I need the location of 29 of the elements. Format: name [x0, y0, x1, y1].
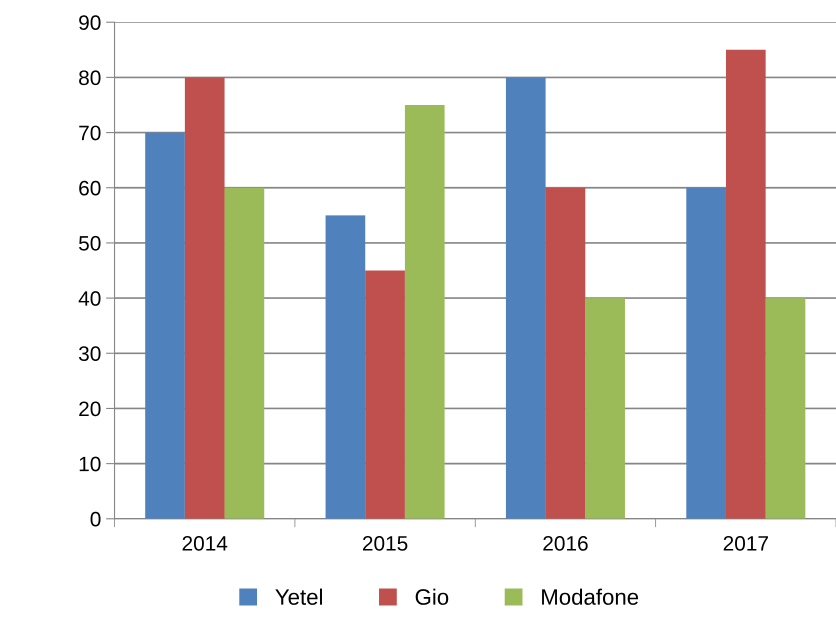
y-tick-label: 80	[79, 70, 101, 86]
y-tick-label: 10	[80, 456, 101, 472]
bar	[326, 215, 366, 519]
legend-label: Yetel	[275, 588, 322, 605]
y-tick-label: 50	[79, 236, 101, 251]
bar	[546, 188, 586, 519]
bar	[506, 77, 546, 519]
x-tick-label: 2017	[724, 536, 768, 551]
y-tick-label: 70	[79, 126, 101, 140]
bar	[726, 50, 766, 519]
bar	[184, 77, 225, 519]
y-tick-label: 90	[79, 15, 101, 30]
x-tick-label: 2014	[182, 536, 228, 551]
legend-label: Modafone	[542, 588, 638, 605]
bar	[404, 104, 445, 519]
bar	[585, 298, 625, 519]
bar	[365, 270, 405, 519]
bar	[145, 132, 185, 519]
y-tick-label: 60	[79, 180, 101, 196]
bar	[766, 298, 806, 519]
y-tick-label: 40	[78, 291, 101, 306]
y-tick-label: 30	[78, 346, 101, 362]
legend-label: Gio	[416, 588, 448, 605]
x-tick-label: 2016	[543, 536, 588, 551]
bar	[224, 188, 264, 519]
y-tick-label: 0	[90, 512, 101, 527]
y-tick-label: 20	[79, 401, 101, 416]
bar	[686, 188, 726, 519]
x-tick-label: 2015	[362, 536, 408, 551]
